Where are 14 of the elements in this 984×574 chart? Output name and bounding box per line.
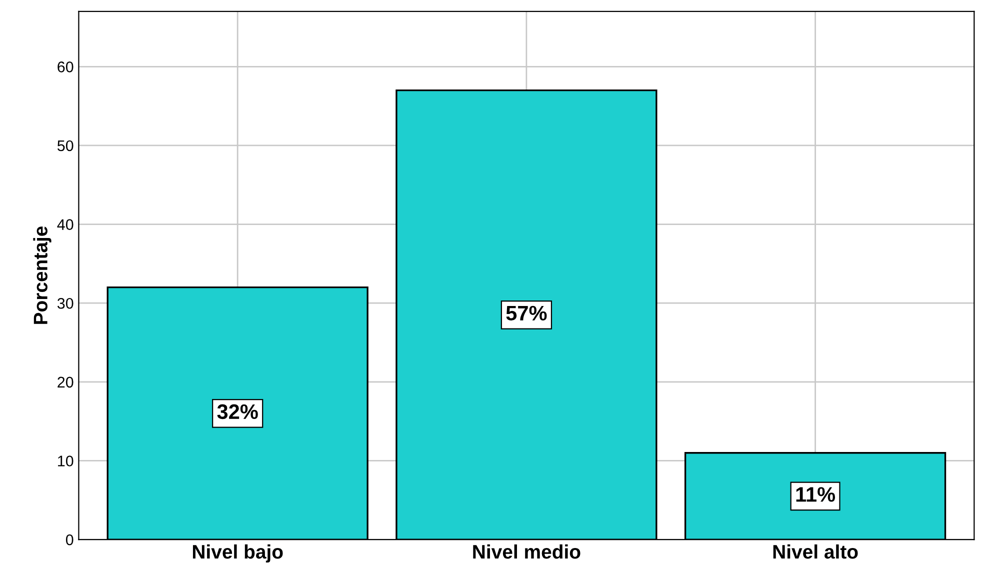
x-tick-label: Nivel medio (473, 544, 580, 559)
y-tick-label: 10 (58, 456, 74, 466)
y-axis-title: Porcentaje (33, 226, 52, 324)
data-label: 57% (506, 306, 547, 321)
x-tick-label: Nivel bajo (192, 544, 283, 563)
y-tick-label: 20 (58, 376, 74, 388)
data-label: 11% (796, 487, 836, 502)
y-tick-label: 50 (57, 140, 74, 152)
y-tick-label: 40 (57, 219, 74, 230)
y-tick-label: 30 (57, 298, 74, 309)
x-tick-label: Nivel alto (773, 544, 858, 559)
y-tick-label: 0 (66, 534, 74, 546)
data-label: 32% (217, 404, 258, 420)
y-tick-label: 60 (58, 62, 74, 72)
